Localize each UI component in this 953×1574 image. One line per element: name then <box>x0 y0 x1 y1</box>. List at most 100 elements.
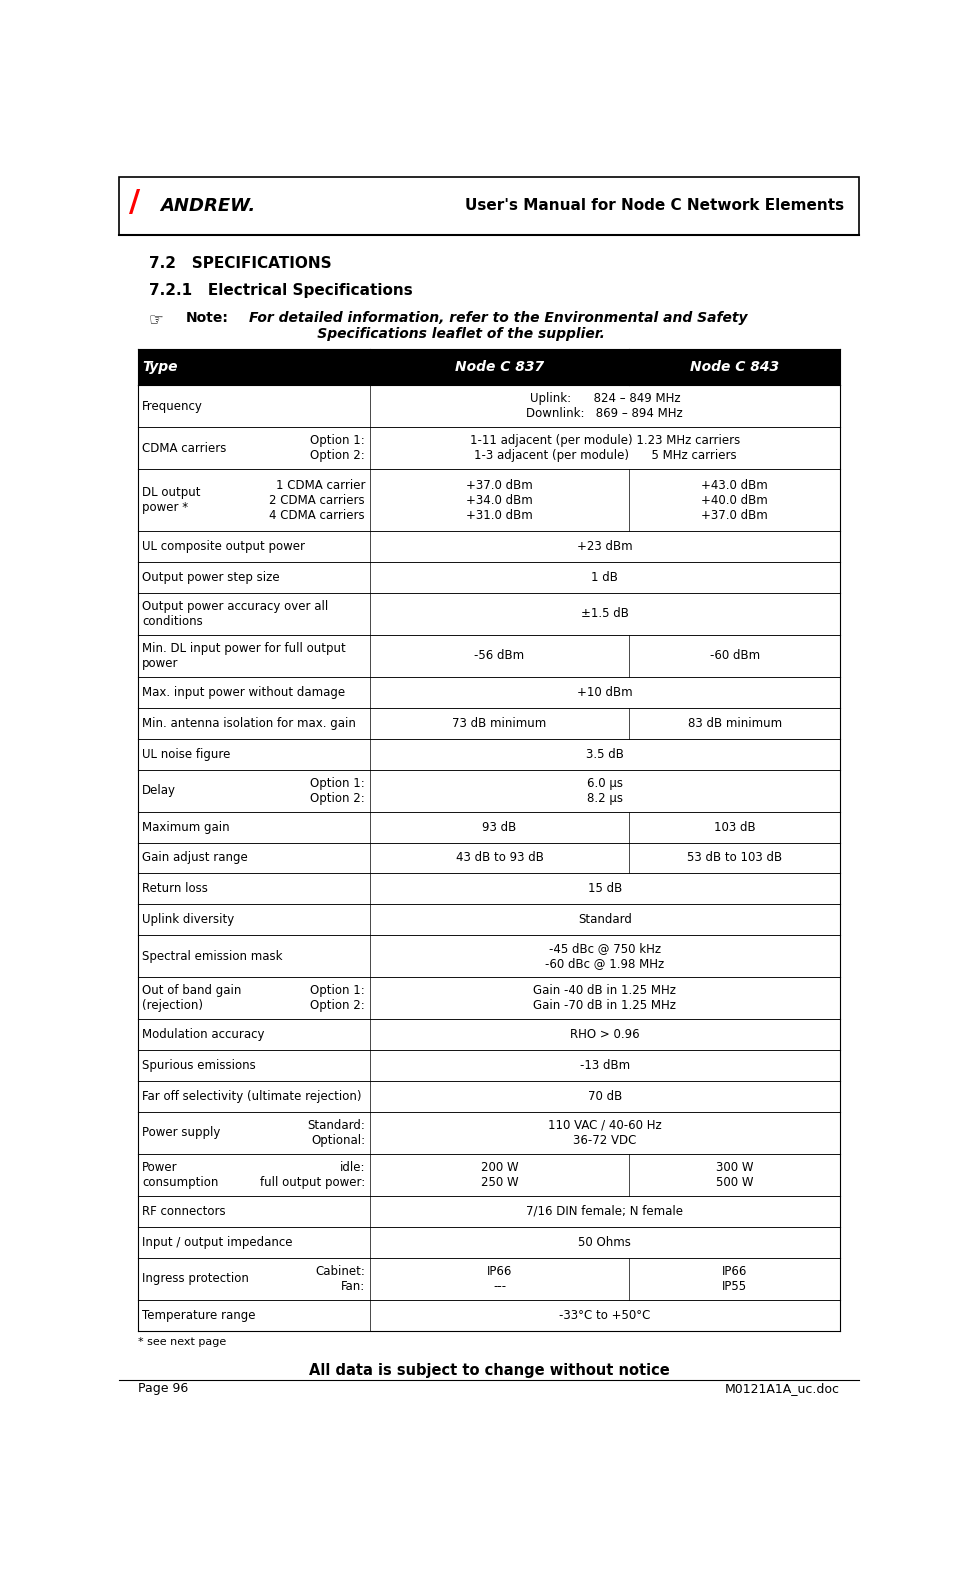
Text: 103 dB: 103 dB <box>713 820 755 834</box>
Text: 7.2.1   Electrical Specifications: 7.2.1 Electrical Specifications <box>149 283 412 299</box>
Text: Frequency: Frequency <box>142 400 203 412</box>
Bar <box>137 903 840 935</box>
Text: UL noise figure: UL noise figure <box>142 748 231 760</box>
Text: Min. antenna isolation for max. gain: Min. antenna isolation for max. gain <box>142 716 355 730</box>
Text: All data is subject to change without notice: All data is subject to change without no… <box>308 1363 669 1379</box>
Text: 200 W
250 W: 200 W 250 W <box>480 1162 517 1188</box>
Text: idle:
full output power:: idle: full output power: <box>259 1162 365 1188</box>
Text: 70 dB: 70 dB <box>587 1089 621 1103</box>
Text: For detailed information, refer to the Environmental and Safety
              Sp: For detailed information, refer to the E… <box>249 312 746 342</box>
Bar <box>137 1020 840 1050</box>
Text: M0121A1A_uc.doc: M0121A1A_uc.doc <box>724 1382 840 1395</box>
Bar <box>137 708 840 738</box>
Text: 300 W
500 W: 300 W 500 W <box>716 1162 753 1188</box>
Text: IP66
---: IP66 --- <box>486 1264 512 1292</box>
Text: Uplink:      824 – 849 MHz
Downlink:   869 – 894 MHz: Uplink: 824 – 849 MHz Downlink: 869 – 89… <box>526 392 682 420</box>
Text: RF connectors: RF connectors <box>142 1204 226 1218</box>
Text: 1 CDMA carrier
2 CDMA carriers
4 CDMA carriers: 1 CDMA carrier 2 CDMA carriers 4 CDMA ca… <box>269 478 365 523</box>
Bar <box>137 386 840 428</box>
Text: Temperature range: Temperature range <box>142 1308 255 1322</box>
Text: Output power accuracy over all
conditions: Output power accuracy over all condition… <box>142 600 328 628</box>
Text: 73 dB minimum: 73 dB minimum <box>452 716 546 730</box>
Text: 93 dB: 93 dB <box>482 820 516 834</box>
Text: +43.0 dBm
+40.0 dBm
+37.0 dBm: +43.0 dBm +40.0 dBm +37.0 dBm <box>700 478 767 523</box>
Bar <box>137 1050 840 1081</box>
Bar <box>137 562 840 593</box>
Bar <box>119 176 858 235</box>
Bar <box>137 469 840 530</box>
Text: Standard:
Optional:: Standard: Optional: <box>307 1119 365 1147</box>
Bar <box>137 935 840 977</box>
Text: -56 dBm: -56 dBm <box>474 650 524 663</box>
Text: -33°C to +50°C: -33°C to +50°C <box>558 1308 650 1322</box>
Bar <box>137 1258 840 1300</box>
Text: Out of band gain
(rejection): Out of band gain (rejection) <box>142 984 241 1012</box>
Text: UL composite output power: UL composite output power <box>142 540 305 552</box>
Text: IP66
IP55: IP66 IP55 <box>721 1264 746 1292</box>
Text: Type: Type <box>142 360 177 375</box>
Bar <box>137 812 840 842</box>
Text: Return loss: Return loss <box>142 883 208 896</box>
Text: 7/16 DIN female; N female: 7/16 DIN female; N female <box>526 1204 682 1218</box>
Text: 83 dB minimum: 83 dB minimum <box>687 716 781 730</box>
Text: Input / output impedance: Input / output impedance <box>142 1236 293 1248</box>
Text: Note:: Note: <box>186 312 229 326</box>
Text: -60 dBm: -60 dBm <box>709 650 759 663</box>
Text: 50 Ohms: 50 Ohms <box>578 1236 631 1248</box>
Text: Node C 837: Node C 837 <box>455 360 543 375</box>
Text: User's Manual for Node C Network Elements: User's Manual for Node C Network Element… <box>464 198 842 214</box>
Text: RHO > 0.96: RHO > 0.96 <box>569 1028 639 1040</box>
Text: Max. input power without damage: Max. input power without damage <box>142 686 345 699</box>
Bar <box>137 1111 840 1154</box>
Text: ☞: ☞ <box>149 312 164 329</box>
Bar <box>137 977 840 1020</box>
Bar <box>137 1196 840 1226</box>
Bar <box>137 1154 840 1196</box>
Text: Option 1:
Option 2:: Option 1: Option 2: <box>310 984 365 1012</box>
Text: Option 1:
Option 2:: Option 1: Option 2: <box>310 776 365 804</box>
Text: +10 dBm: +10 dBm <box>577 686 632 699</box>
Text: +23 dBm: +23 dBm <box>577 540 632 552</box>
Text: ANDREW.: ANDREW. <box>160 197 254 214</box>
Text: Node C 843: Node C 843 <box>689 360 779 375</box>
Bar <box>137 1081 840 1111</box>
Text: Gain adjust range: Gain adjust range <box>142 852 248 864</box>
Bar <box>137 1300 840 1330</box>
Text: Delay: Delay <box>142 784 176 796</box>
Text: +37.0 dBm
+34.0 dBm
+31.0 dBm: +37.0 dBm +34.0 dBm +31.0 dBm <box>466 478 533 523</box>
Bar <box>137 1226 840 1258</box>
Text: DL output
power *: DL output power * <box>142 486 200 515</box>
Bar <box>137 530 840 562</box>
Text: CDMA carriers: CDMA carriers <box>142 442 226 455</box>
Text: /: / <box>129 187 140 217</box>
Text: Power
consumption: Power consumption <box>142 1162 218 1188</box>
Text: Min. DL input power for full output
power: Min. DL input power for full output powe… <box>142 642 346 671</box>
Text: 53 dB to 103 dB: 53 dB to 103 dB <box>686 852 781 864</box>
Text: 7.2   SPECIFICATIONS: 7.2 SPECIFICATIONS <box>149 255 331 271</box>
Bar <box>137 874 840 903</box>
Text: Uplink diversity: Uplink diversity <box>142 913 234 926</box>
Text: 3.5 dB: 3.5 dB <box>585 748 623 760</box>
Text: 1-11 adjacent (per module) 1.23 MHz carriers
1-3 adjacent (per module)      5 MH: 1-11 adjacent (per module) 1.23 MHz carr… <box>469 434 740 463</box>
Text: Spectral emission mask: Spectral emission mask <box>142 949 282 963</box>
Text: 110 VAC / 40-60 Hz
36-72 VDC: 110 VAC / 40-60 Hz 36-72 VDC <box>547 1119 661 1147</box>
Text: Maximum gain: Maximum gain <box>142 820 230 834</box>
Text: Output power step size: Output power step size <box>142 571 279 584</box>
Text: Page 96: Page 96 <box>137 1382 188 1395</box>
Text: Cabinet:
Fan:: Cabinet: Fan: <box>314 1264 365 1292</box>
Text: 1 dB: 1 dB <box>591 571 618 584</box>
Text: 15 dB: 15 dB <box>587 883 621 896</box>
Bar <box>137 677 840 708</box>
Text: -45 dBc @ 750 kHz
-60 dBc @ 1.98 MHz: -45 dBc @ 750 kHz -60 dBc @ 1.98 MHz <box>544 943 663 970</box>
Text: Gain -40 dB in 1.25 MHz
Gain -70 dB in 1.25 MHz: Gain -40 dB in 1.25 MHz Gain -70 dB in 1… <box>533 984 676 1012</box>
Text: * see next page: * see next page <box>137 1336 226 1347</box>
Text: 6.0 µs
8.2 µs: 6.0 µs 8.2 µs <box>586 776 622 804</box>
Bar <box>137 593 840 634</box>
Text: Power supply: Power supply <box>142 1127 220 1140</box>
Bar <box>137 842 840 874</box>
Bar <box>137 770 840 812</box>
Bar <box>137 634 840 677</box>
Bar <box>137 349 840 386</box>
Text: -13 dBm: -13 dBm <box>579 1059 629 1072</box>
Text: ±1.5 dB: ±1.5 dB <box>580 608 628 620</box>
